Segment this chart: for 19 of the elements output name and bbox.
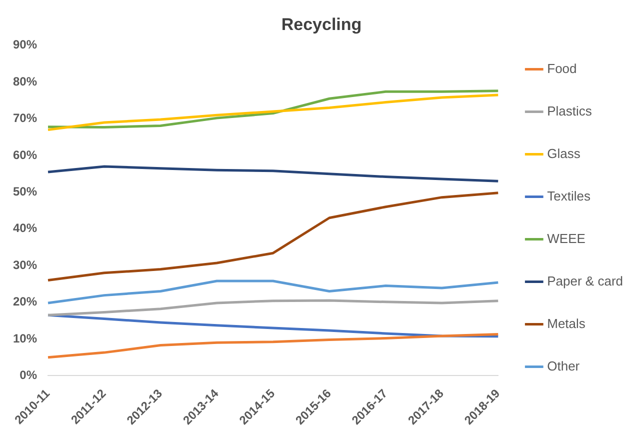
legend-label: Paper & card bbox=[547, 273, 623, 288]
y-tick-label: 60% bbox=[12, 148, 38, 162]
y-tick-label: 70% bbox=[12, 111, 38, 126]
y-tick-label: 90% bbox=[12, 38, 38, 52]
y-tick-label: 20% bbox=[12, 294, 38, 309]
y-tick-label: 40% bbox=[12, 221, 38, 236]
legend-label: Plastics bbox=[547, 103, 592, 118]
y-tick-label: 30% bbox=[12, 258, 38, 272]
legend-label: Glass bbox=[547, 146, 581, 161]
legend-label: Textiles bbox=[547, 188, 591, 204]
legend-label: Food bbox=[547, 60, 577, 76]
y-tick-label: 80% bbox=[12, 74, 38, 88]
legend-label: WEEE bbox=[547, 230, 586, 246]
y-tick-label: 0% bbox=[20, 368, 38, 382]
y-tick-label: 10% bbox=[12, 331, 38, 346]
legend-label: Other bbox=[547, 358, 580, 374]
y-tick-label: 50% bbox=[12, 184, 38, 198]
legend-label: Metals bbox=[547, 316, 586, 331]
chart-title: Recycling bbox=[281, 14, 362, 34]
